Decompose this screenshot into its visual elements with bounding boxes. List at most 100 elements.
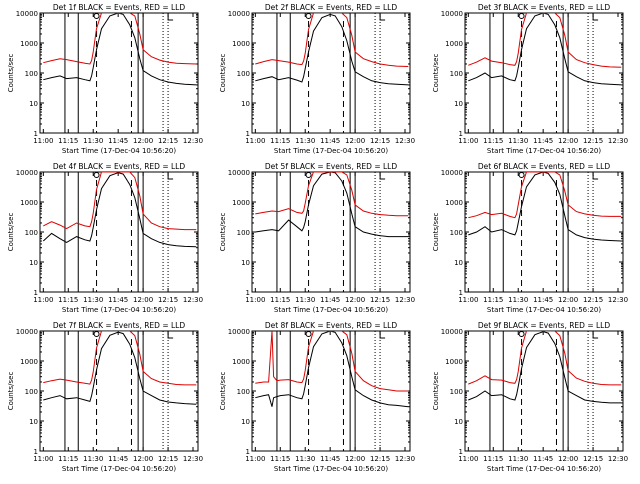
y-axis-label: Counts/sec — [7, 372, 15, 411]
x-tick-label: 11:00 — [245, 296, 265, 304]
x-tick-label: 11:00 — [458, 137, 478, 145]
x-axis-label: Start Time (17-Dec-04 10:56:20) — [274, 147, 388, 155]
y-tick-label: 10000 — [228, 328, 250, 336]
x-tick-label: 11:30 — [83, 137, 103, 145]
x-tick-label: 12:15 — [370, 455, 390, 463]
y-tick-label: 1 — [246, 289, 250, 297]
panel-6: 1 10 100 1000 10000 11:00 11:15 11:30 11:45 12:00… — [432, 162, 628, 314]
x-tick-label: 12:15 — [158, 137, 178, 145]
x-tick-label: 11:15 — [270, 296, 290, 304]
x-tick-label: 12:30 — [608, 296, 628, 304]
decimation-marker — [379, 332, 386, 339]
decimation-marker — [379, 173, 386, 180]
series-line-lld — [468, 13, 622, 68]
series-line-lld — [468, 172, 622, 219]
x-tick-label: 11:15 — [483, 296, 503, 304]
plot-frame — [39, 12, 199, 134]
x-axis-label: Start Time (17-Dec-04 10:56:20) — [62, 465, 176, 473]
x-tick-label: 12:00 — [558, 455, 578, 463]
x-tick-label: 12:30 — [395, 455, 415, 463]
x-tick-label: 12:15 — [370, 296, 390, 304]
panel-7: 1 10 100 1000 10000 11:00 11:15 11:30 11:45 12:00… — [7, 321, 203, 473]
y-tick-label: 100 — [25, 388, 38, 396]
y-tick-label: 1000 — [232, 199, 250, 207]
x-tick-label: 11:15 — [58, 296, 78, 304]
x-tick-label: 12:30 — [608, 137, 628, 145]
panel-title: Det 9f BLACK = Events, RED = LLD — [478, 321, 611, 330]
x-tick-label: 11:30 — [295, 137, 315, 145]
x-tick-label: 11:45 — [108, 455, 128, 463]
x-tick-label: 11:30 — [508, 137, 528, 145]
x-tick-label: 12:15 — [158, 455, 178, 463]
x-tick-label: 11:15 — [483, 455, 503, 463]
y-tick-label: 10 — [241, 259, 250, 267]
x-axis-label: Start Time (17-Dec-04 10:56:20) — [274, 465, 388, 473]
decimation-marker — [167, 14, 174, 21]
series-line-lld — [255, 331, 409, 392]
x-tick-label: 11:15 — [58, 455, 78, 463]
x-tick-label: 12:15 — [583, 296, 603, 304]
series-line-events — [42, 172, 197, 248]
y-tick-label: 1 — [34, 448, 38, 456]
x-tick-label: 11:00 — [245, 455, 265, 463]
y-tick-label: 10000 — [441, 169, 463, 177]
decimation-marker — [592, 173, 599, 180]
y-tick-label: 100 — [450, 70, 463, 78]
x-tick-label: 12:00 — [133, 296, 153, 304]
series-line-events — [43, 331, 197, 405]
panel-title: Det 1f BLACK = Events, RED = LLD — [53, 3, 186, 12]
x-tick-label: 12:30 — [183, 137, 203, 145]
panel-3: 1 10 100 1000 10000 11:00 11:15 11:30 11:45 12:00… — [432, 3, 628, 155]
x-tick-label: 11:30 — [295, 455, 315, 463]
attenuator-marker — [93, 172, 100, 178]
plot-frame — [464, 171, 624, 293]
panel-title: Det 7f BLACK = Events, RED = LLD — [53, 321, 186, 330]
x-tick-label: 11:45 — [320, 455, 340, 463]
x-tick-label: 11:30 — [83, 296, 103, 304]
decimation-marker — [167, 332, 174, 339]
series-line-lld — [255, 13, 409, 67]
y-tick-label: 1000 — [445, 40, 463, 48]
y-tick-label: 100 — [450, 388, 463, 396]
series-line-lld — [255, 172, 409, 217]
x-tick-label: 12:15 — [583, 137, 603, 145]
x-axis-label: Start Time (17-Dec-04 10:56:20) — [487, 465, 601, 473]
y-tick-label: 10 — [29, 100, 38, 108]
y-tick-label: 1 — [459, 448, 463, 456]
y-tick-label: 10000 — [228, 10, 250, 18]
y-tick-label: 1000 — [445, 199, 463, 207]
x-axis-label: Start Time (17-Dec-04 10:56:20) — [62, 147, 176, 155]
plot-frame — [464, 330, 624, 452]
series-line-lld — [468, 331, 622, 386]
x-tick-label: 12:30 — [395, 296, 415, 304]
y-axis-label: Counts/sec — [219, 213, 227, 252]
panel-5: 1 10 100 1000 10000 11:00 11:15 11:30 11:45 12:00… — [219, 162, 415, 314]
y-tick-label: 1000 — [232, 40, 250, 48]
x-tick-label: 11:00 — [245, 137, 265, 145]
x-tick-label: 11:15 — [58, 137, 78, 145]
x-tick-label: 12:30 — [395, 137, 415, 145]
panel-title: Det 6f BLACK = Events, RED = LLD — [478, 162, 611, 171]
panel-title: Det 5f BLACK = Events, RED = LLD — [265, 162, 398, 171]
y-tick-label: 100 — [450, 229, 463, 237]
plot-frame — [39, 171, 199, 293]
decimation-marker — [592, 332, 599, 339]
panel-1: 1 10 100 1000 10000 11:00 11:15 11:30 11:45 12:00… — [7, 3, 203, 155]
panel-title: Det 4f BLACK = Events, RED = LLD — [53, 162, 186, 171]
attenuator-marker — [518, 13, 525, 19]
y-tick-label: 10000 — [16, 10, 38, 18]
y-axis-label: Counts/sec — [7, 213, 15, 252]
x-tick-label: 11:30 — [508, 455, 528, 463]
x-tick-label: 11:30 — [508, 296, 528, 304]
series-line-events — [468, 172, 622, 242]
series-line-events — [468, 331, 622, 404]
y-axis-label: Counts/sec — [432, 213, 440, 252]
y-tick-label: 1000 — [445, 358, 463, 366]
x-tick-label: 11:15 — [270, 137, 290, 145]
x-axis-label: Start Time (17-Dec-04 10:56:20) — [62, 306, 176, 314]
y-tick-label: 10 — [454, 418, 463, 426]
y-tick-label: 100 — [237, 70, 250, 78]
y-tick-label: 1 — [459, 289, 463, 297]
x-tick-label: 11:30 — [295, 296, 315, 304]
